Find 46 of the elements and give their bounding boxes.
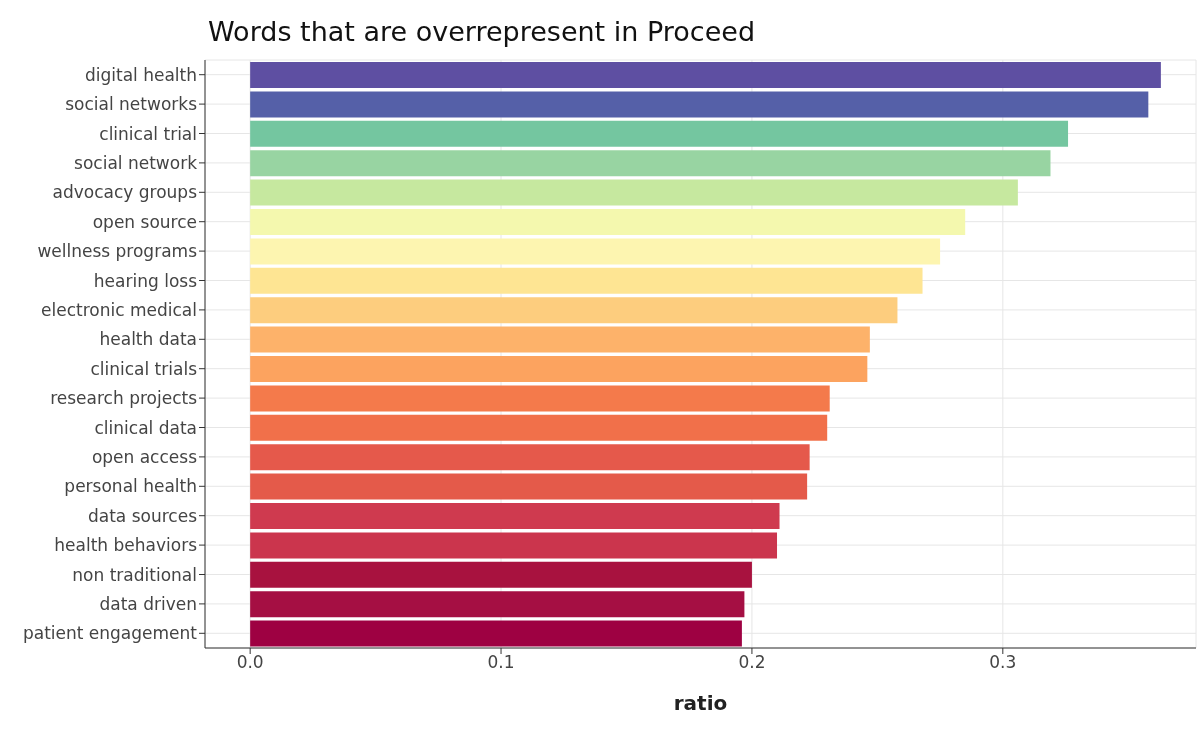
y-tick-label: non traditional bbox=[72, 564, 197, 585]
bar bbox=[250, 414, 828, 441]
bar bbox=[250, 238, 941, 265]
bar bbox=[250, 591, 745, 618]
y-tick-label: open access bbox=[91, 446, 198, 467]
y-tick-label: hearing loss bbox=[93, 270, 198, 291]
y-tick-label: advocacy groups bbox=[52, 182, 198, 203]
x-tick-label: 0.3 bbox=[989, 652, 1017, 673]
y-tick-label: data driven bbox=[99, 593, 197, 614]
y-tick-label: health data bbox=[99, 329, 197, 350]
chart-title: Words that are overrepresent in Proceed bbox=[208, 16, 756, 47]
y-tick-label: research projects bbox=[50, 388, 198, 409]
y-tick-label: clinical trial bbox=[99, 123, 197, 144]
y-tick-label: social network bbox=[74, 152, 198, 173]
bar bbox=[250, 267, 923, 294]
y-tick-label: open source bbox=[92, 211, 197, 232]
y-tick-label: clinical trials bbox=[90, 358, 198, 379]
bar bbox=[250, 150, 1051, 177]
bar bbox=[250, 385, 830, 412]
bar bbox=[250, 209, 966, 235]
bar bbox=[250, 91, 1149, 118]
bar bbox=[250, 620, 742, 647]
bar bbox=[250, 532, 778, 559]
y-tick-label: wellness programs bbox=[37, 241, 198, 262]
bar bbox=[250, 444, 810, 471]
x-axis-title: ratio bbox=[673, 691, 728, 715]
y-tick-label: electronic medical bbox=[41, 299, 197, 320]
y-tick-label: health behaviors bbox=[54, 535, 198, 556]
y-tick-label: digital health bbox=[84, 64, 197, 85]
bar bbox=[250, 120, 1069, 147]
x-tick-label: 0.0 bbox=[236, 652, 264, 673]
bar bbox=[250, 356, 868, 382]
y-tick-label: clinical data bbox=[94, 417, 197, 438]
x-tick-label: 0.1 bbox=[487, 652, 515, 673]
bar bbox=[250, 179, 1018, 206]
x-tick-label: 0.2 bbox=[738, 652, 766, 673]
y-tick-label: social networks bbox=[65, 94, 198, 115]
y-tick-label: patient engagement bbox=[22, 623, 198, 644]
bar bbox=[250, 561, 752, 588]
y-tick-label: data sources bbox=[87, 505, 198, 526]
bar bbox=[250, 503, 780, 529]
bar bbox=[250, 62, 1161, 88]
bar bbox=[250, 297, 898, 324]
bar bbox=[250, 326, 870, 353]
bar bbox=[250, 473, 808, 500]
y-tick-label: personal health bbox=[64, 476, 197, 497]
